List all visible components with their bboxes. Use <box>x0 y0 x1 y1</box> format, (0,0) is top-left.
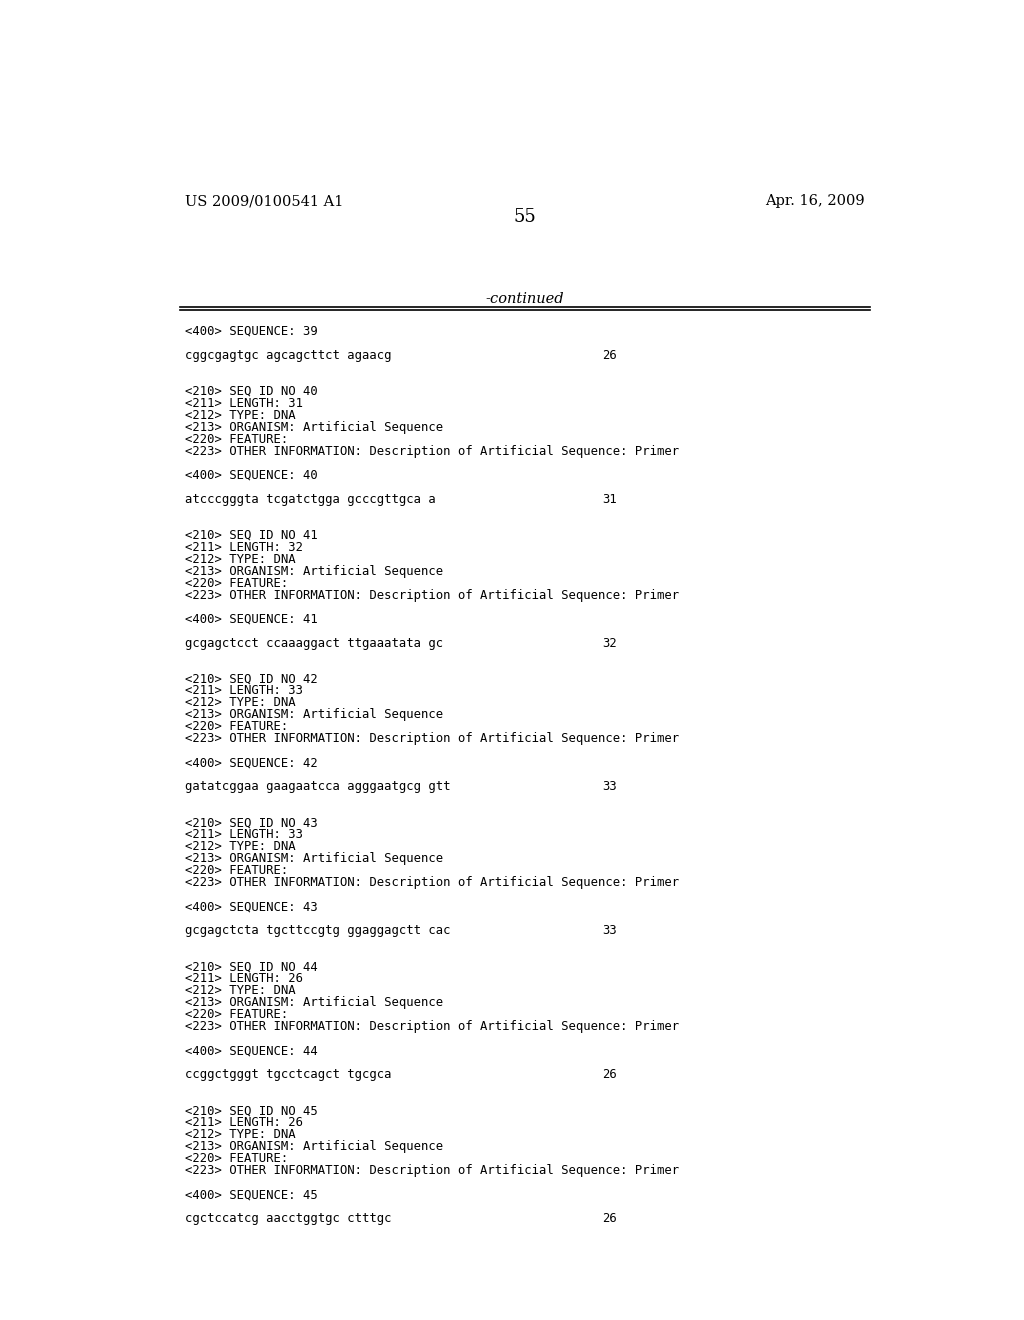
Text: ccggctgggt tgcctcagct tgcgca: ccggctgggt tgcctcagct tgcgca <box>185 1068 391 1081</box>
Text: <400> SEQUENCE: 40: <400> SEQUENCE: 40 <box>185 469 317 482</box>
Text: <223> OTHER INFORMATION: Description of Artificial Sequence: Primer: <223> OTHER INFORMATION: Description of … <box>185 1020 679 1034</box>
Text: <213> ORGANISM: Artificial Sequence: <213> ORGANISM: Artificial Sequence <box>185 421 443 434</box>
Text: <223> OTHER INFORMATION: Description of Artificial Sequence: Primer: <223> OTHER INFORMATION: Description of … <box>185 1164 679 1177</box>
Text: 26: 26 <box>602 348 617 362</box>
Text: <400> SEQUENCE: 39: <400> SEQUENCE: 39 <box>185 325 317 338</box>
Text: <223> OTHER INFORMATION: Description of Artificial Sequence: Primer: <223> OTHER INFORMATION: Description of … <box>185 733 679 746</box>
Text: <210> SEQ ID NO 45: <210> SEQ ID NO 45 <box>185 1105 317 1117</box>
Text: <213> ORGANISM: Artificial Sequence: <213> ORGANISM: Artificial Sequence <box>185 853 443 866</box>
Text: <210> SEQ ID NO 41: <210> SEQ ID NO 41 <box>185 528 317 541</box>
Text: <400> SEQUENCE: 44: <400> SEQUENCE: 44 <box>185 1044 317 1057</box>
Text: <212> TYPE: DNA: <212> TYPE: DNA <box>185 553 296 565</box>
Text: <400> SEQUENCE: 41: <400> SEQUENCE: 41 <box>185 612 317 626</box>
Text: <213> ORGANISM: Artificial Sequence: <213> ORGANISM: Artificial Sequence <box>185 565 443 578</box>
Text: Apr. 16, 2009: Apr. 16, 2009 <box>765 194 864 209</box>
Text: <220> FEATURE:: <220> FEATURE: <box>185 577 289 590</box>
Text: <211> LENGTH: 33: <211> LENGTH: 33 <box>185 829 303 841</box>
Text: <220> FEATURE:: <220> FEATURE: <box>185 721 289 734</box>
Text: <220> FEATURE:: <220> FEATURE: <box>185 1152 289 1166</box>
Text: <400> SEQUENCE: 42: <400> SEQUENCE: 42 <box>185 756 317 770</box>
Text: <212> TYPE: DNA: <212> TYPE: DNA <box>185 1129 296 1142</box>
Text: 55: 55 <box>513 209 537 226</box>
Text: <220> FEATURE:: <220> FEATURE: <box>185 1008 289 1022</box>
Text: <211> LENGTH: 32: <211> LENGTH: 32 <box>185 541 303 553</box>
Text: <400> SEQUENCE: 45: <400> SEQUENCE: 45 <box>185 1188 317 1201</box>
Text: US 2009/0100541 A1: US 2009/0100541 A1 <box>185 194 343 209</box>
Text: 32: 32 <box>602 636 617 649</box>
Text: 33: 33 <box>602 780 617 793</box>
Text: 33: 33 <box>602 924 617 937</box>
Text: <211> LENGTH: 26: <211> LENGTH: 26 <box>185 1117 303 1130</box>
Text: atcccgggta tcgatctgga gcccgttgca a: atcccgggta tcgatctgga gcccgttgca a <box>185 492 436 506</box>
Text: gcgagctcct ccaaaggact ttgaaatata gc: gcgagctcct ccaaaggact ttgaaatata gc <box>185 636 443 649</box>
Text: 26: 26 <box>602 1068 617 1081</box>
Text: <210> SEQ ID NO 42: <210> SEQ ID NO 42 <box>185 672 317 685</box>
Text: <223> OTHER INFORMATION: Description of Artificial Sequence: Primer: <223> OTHER INFORMATION: Description of … <box>185 589 679 602</box>
Text: <213> ORGANISM: Artificial Sequence: <213> ORGANISM: Artificial Sequence <box>185 709 443 722</box>
Text: cgctccatcg aacctggtgc ctttgc: cgctccatcg aacctggtgc ctttgc <box>185 1212 391 1225</box>
Text: <213> ORGANISM: Artificial Sequence: <213> ORGANISM: Artificial Sequence <box>185 1140 443 1154</box>
Text: gatatcggaa gaagaatcca agggaatgcg gtt: gatatcggaa gaagaatcca agggaatgcg gtt <box>185 780 451 793</box>
Text: <210> SEQ ID NO 44: <210> SEQ ID NO 44 <box>185 961 317 973</box>
Text: <220> FEATURE:: <220> FEATURE: <box>185 433 289 446</box>
Text: <223> OTHER INFORMATION: Description of Artificial Sequence: Primer: <223> OTHER INFORMATION: Description of … <box>185 876 679 890</box>
Text: <212> TYPE: DNA: <212> TYPE: DNA <box>185 841 296 854</box>
Text: 31: 31 <box>602 492 617 506</box>
Text: <212> TYPE: DNA: <212> TYPE: DNA <box>185 409 296 421</box>
Text: <212> TYPE: DNA: <212> TYPE: DNA <box>185 697 296 709</box>
Text: cggcgagtgc agcagcttct agaacg: cggcgagtgc agcagcttct agaacg <box>185 348 391 362</box>
Text: <210> SEQ ID NO 43: <210> SEQ ID NO 43 <box>185 817 317 829</box>
Text: <211> LENGTH: 33: <211> LENGTH: 33 <box>185 685 303 697</box>
Text: <213> ORGANISM: Artificial Sequence: <213> ORGANISM: Artificial Sequence <box>185 997 443 1010</box>
Text: <223> OTHER INFORMATION: Description of Artificial Sequence: Primer: <223> OTHER INFORMATION: Description of … <box>185 445 679 458</box>
Text: 26: 26 <box>602 1212 617 1225</box>
Text: <210> SEQ ID NO 40: <210> SEQ ID NO 40 <box>185 384 317 397</box>
Text: <211> LENGTH: 26: <211> LENGTH: 26 <box>185 973 303 985</box>
Text: gcgagctcta tgcttccgtg ggaggagctt cac: gcgagctcta tgcttccgtg ggaggagctt cac <box>185 924 451 937</box>
Text: <211> LENGTH: 31: <211> LENGTH: 31 <box>185 396 303 409</box>
Text: -continued: -continued <box>485 292 564 306</box>
Text: <220> FEATURE:: <220> FEATURE: <box>185 865 289 878</box>
Text: <212> TYPE: DNA: <212> TYPE: DNA <box>185 985 296 998</box>
Text: <400> SEQUENCE: 43: <400> SEQUENCE: 43 <box>185 900 317 913</box>
